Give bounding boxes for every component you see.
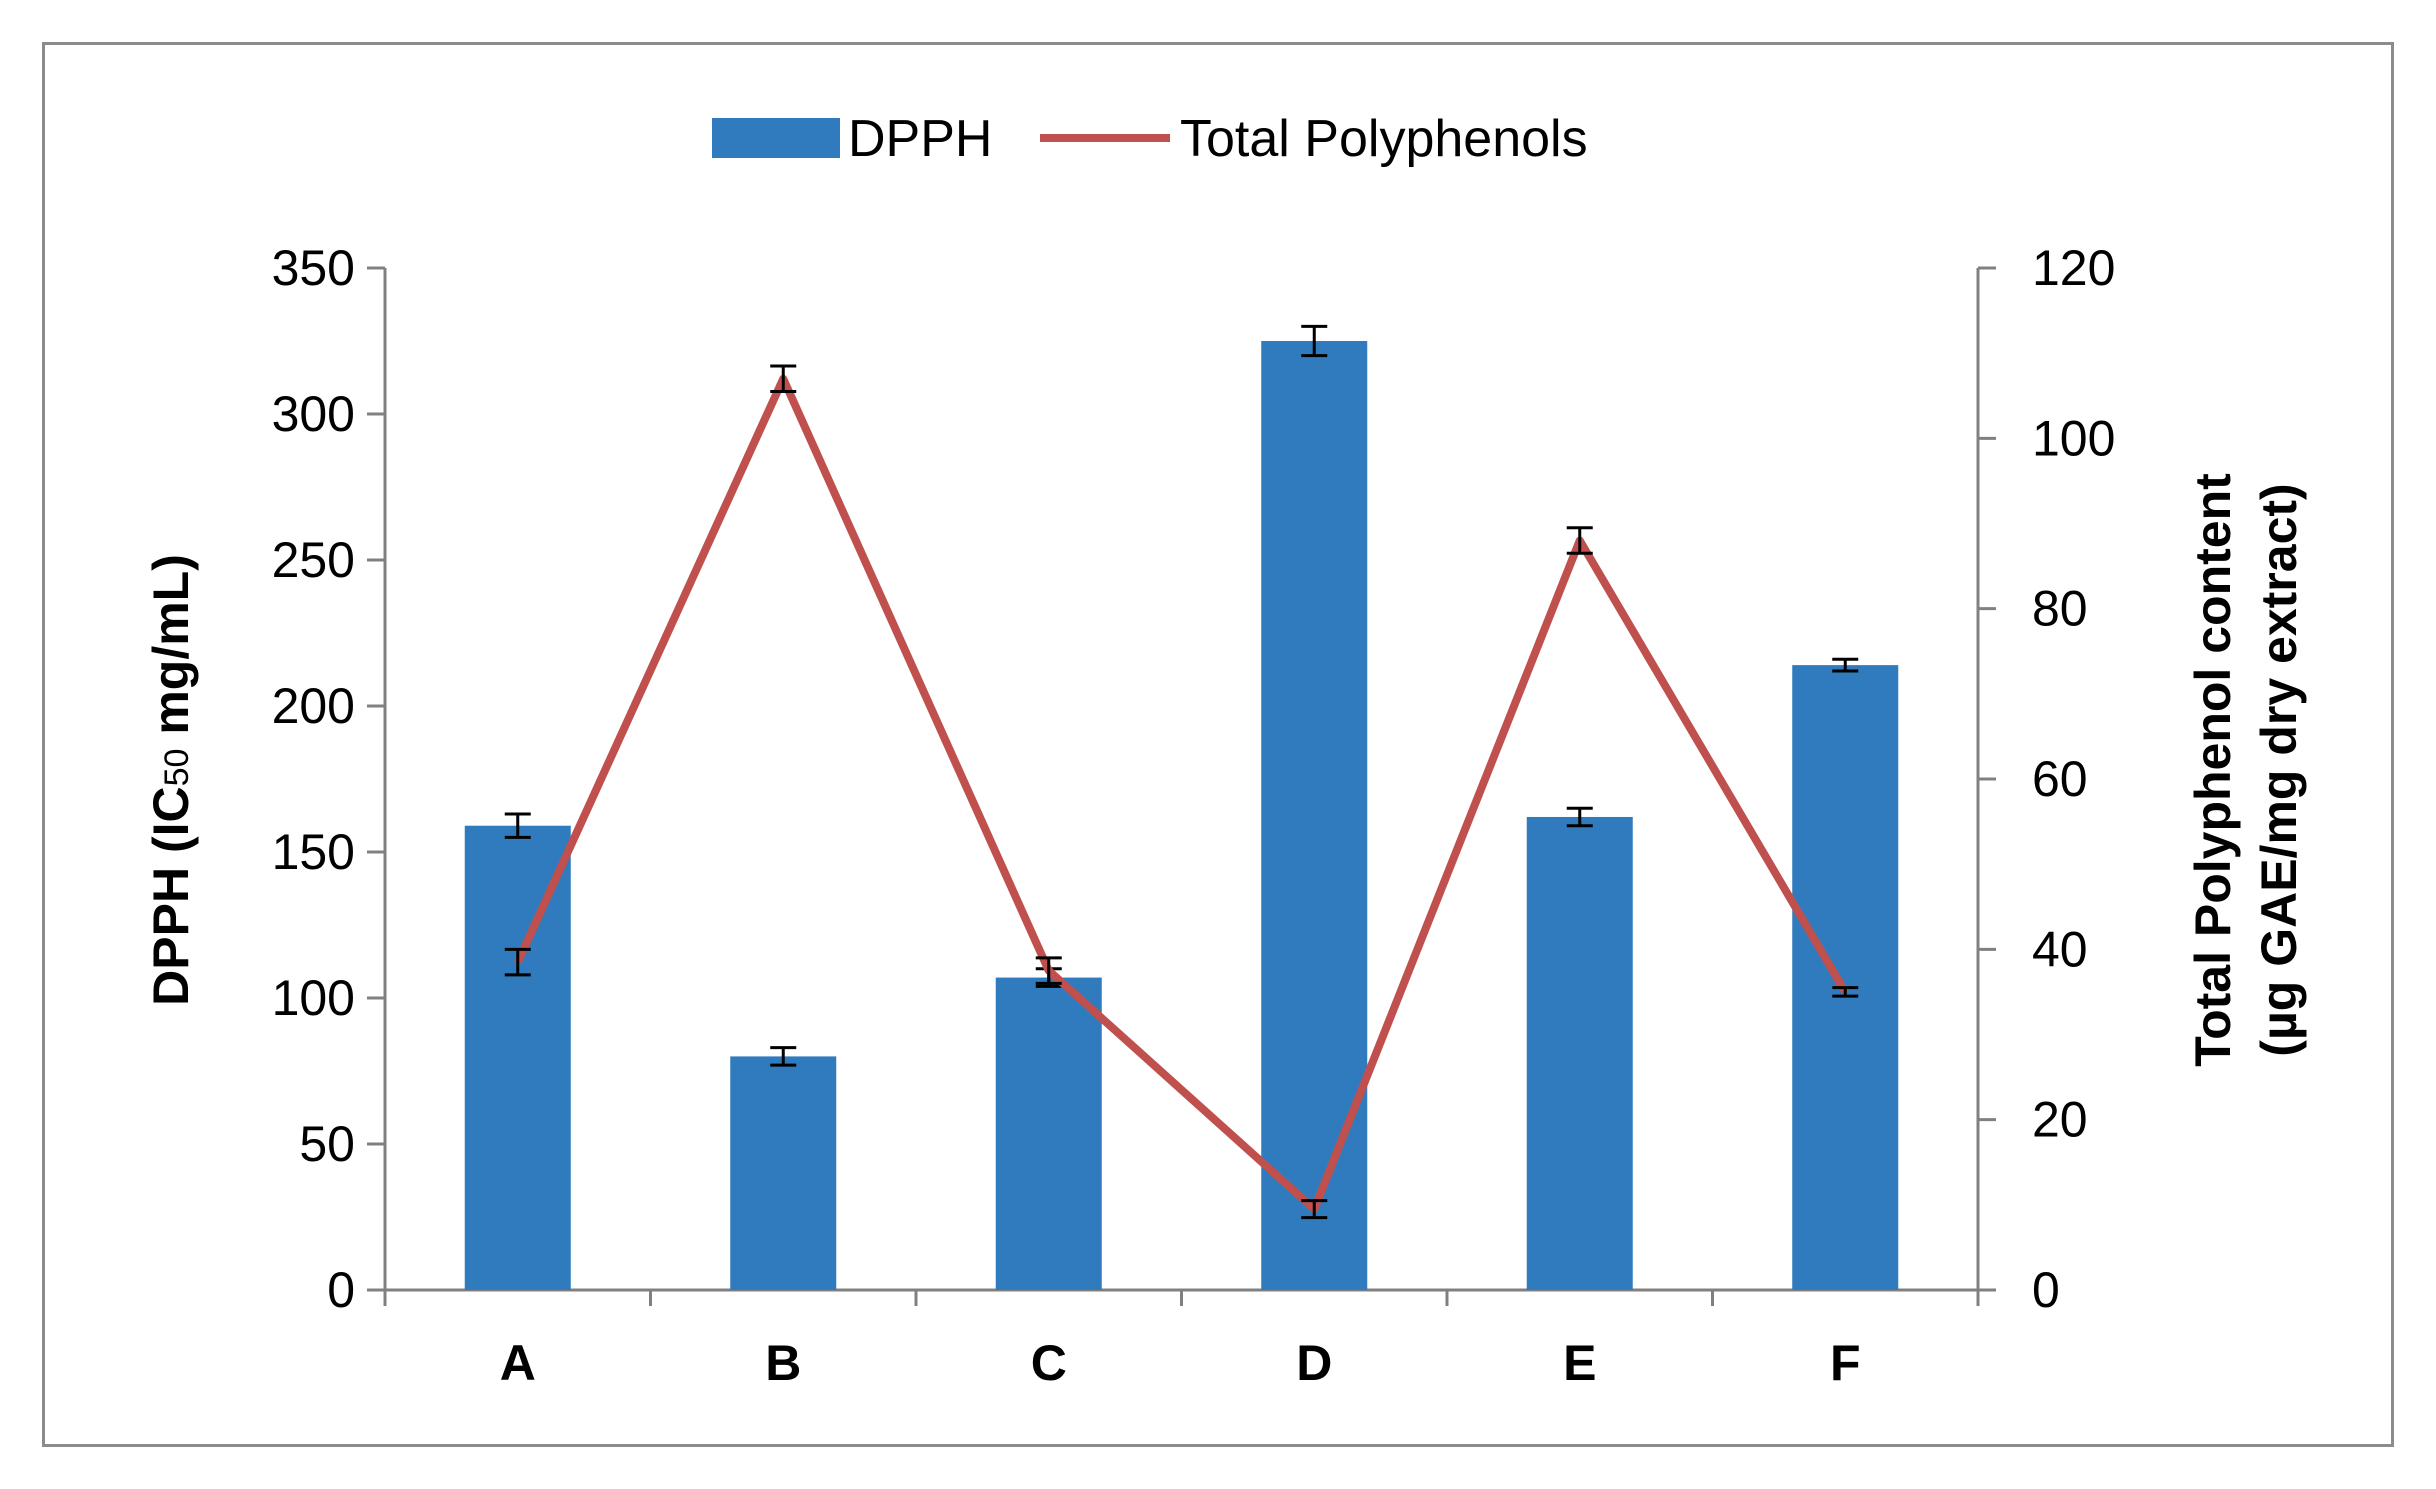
left-axis-title-suffix: mg/mL) bbox=[143, 554, 199, 748]
axes bbox=[383, 268, 1980, 1306]
dpph-error-F bbox=[1832, 657, 1859, 673]
polyphenol-error-B bbox=[770, 364, 797, 393]
dpph-error-E bbox=[1566, 806, 1593, 828]
legend-label-polyphenols: Total Polyphenols bbox=[1180, 110, 1588, 168]
polyphenol-line bbox=[514, 374, 1849, 1214]
category-label-A: A bbox=[500, 1335, 536, 1391]
left-tick-label: 200 bbox=[272, 678, 355, 734]
dpph-bar-A bbox=[464, 825, 571, 1290]
left-tick-label: 100 bbox=[272, 970, 355, 1026]
left-tick-label: 0 bbox=[327, 1262, 355, 1318]
right-tick-label: 80 bbox=[2032, 581, 2088, 637]
category-label-D: D bbox=[1296, 1335, 1332, 1391]
category-labels: A B C D E F bbox=[500, 1335, 1861, 1391]
left-axis-ticks: 0 50 100 150 200 250 300 350 bbox=[272, 240, 385, 1318]
left-tick-label: 50 bbox=[299, 1116, 355, 1172]
legend: DPPH Total Polyphenols bbox=[712, 110, 1588, 168]
category-label-B: B bbox=[765, 1335, 801, 1391]
dpph-bar-E bbox=[1526, 816, 1633, 1290]
dpph-bar-F bbox=[1792, 665, 1899, 1290]
polyphenol-line-path bbox=[514, 374, 1849, 1214]
right-axis-title-line1: Total Polyphenol content bbox=[2185, 473, 2241, 1067]
right-tick-label: 0 bbox=[2032, 1262, 2060, 1318]
left-tick-label: 250 bbox=[272, 532, 355, 588]
polyphenol-error-bars bbox=[504, 364, 1859, 1220]
left-tick-label: 300 bbox=[272, 386, 355, 442]
category-label-F: F bbox=[1830, 1335, 1861, 1391]
category-label-E: E bbox=[1563, 1335, 1596, 1391]
dpph-error-bars bbox=[504, 324, 1859, 1067]
polyphenol-error-F bbox=[1832, 986, 1859, 998]
polyphenol-error-A bbox=[504, 947, 531, 977]
dpph-bar-C bbox=[995, 977, 1102, 1290]
left-axis-title-prefix: DPPH (IC bbox=[143, 786, 199, 1005]
dpph-bar-B bbox=[730, 1056, 837, 1290]
right-axis-title-line2: (µg GAE/mg dry extract) bbox=[2251, 483, 2307, 1056]
right-tick-label: 60 bbox=[2032, 751, 2088, 807]
polyphenol-error-C bbox=[1035, 956, 1062, 985]
legend-label-dpph: DPPH bbox=[848, 110, 992, 168]
category-label-C: C bbox=[1031, 1335, 1067, 1391]
right-tick-label: 20 bbox=[2032, 1092, 2088, 1148]
left-axis-title-sub: 50 bbox=[158, 749, 196, 787]
polyphenol-error-E bbox=[1566, 526, 1593, 555]
left-tick-label: 350 bbox=[272, 240, 355, 296]
left-axis-title: DPPH (IC50 mg/mL) bbox=[143, 554, 199, 1006]
right-axis-ticks: 0 20 40 60 80 100 120 bbox=[1978, 240, 2115, 1318]
dpph-bar-D bbox=[1261, 341, 1368, 1290]
right-tick-label: 100 bbox=[2032, 410, 2115, 466]
legend-swatch-dpph bbox=[712, 118, 840, 158]
right-tick-label: 40 bbox=[2032, 921, 2088, 977]
dpph-error-B bbox=[770, 1046, 797, 1067]
right-tick-label: 120 bbox=[2032, 240, 2115, 296]
dpph-error-D bbox=[1301, 324, 1328, 358]
dpph-error-A bbox=[504, 812, 531, 839]
chart-frame bbox=[42, 42, 2394, 1447]
left-tick-label: 150 bbox=[272, 824, 355, 880]
polyphenol-error-D bbox=[1301, 1199, 1328, 1220]
dpph-bars bbox=[464, 341, 1899, 1290]
